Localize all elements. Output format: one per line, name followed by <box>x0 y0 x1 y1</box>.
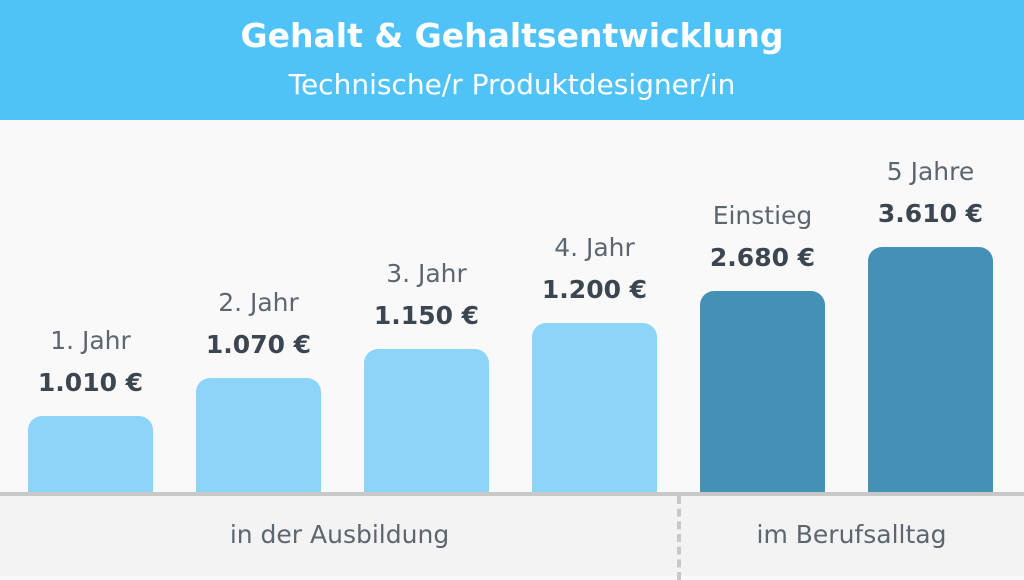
category-label: 5 Jahre <box>886 157 975 186</box>
category-label: Einstieg <box>712 201 813 230</box>
group-axis: in der Ausbildung im Berufsalltag <box>0 492 1024 580</box>
group-divider <box>677 496 681 580</box>
header-band: Gehalt & Gehaltsentwicklung Technische/r… <box>0 0 1024 120</box>
category-label: 2. Jahr <box>218 288 299 317</box>
chart-subtitle: Technische/r Produktdesigner/in <box>288 68 736 101</box>
bar-3 <box>532 323 657 492</box>
bar-5 <box>868 247 993 492</box>
chart-title: Gehalt & Gehaltsentwicklung <box>240 16 784 55</box>
value-label: 1.200 € <box>541 275 648 304</box>
value-label: 3.610 € <box>877 199 984 228</box>
bar-0 <box>28 416 153 492</box>
bar-2 <box>364 349 489 492</box>
group-label-ausbildung: in der Ausbildung <box>229 520 450 549</box>
group-label-beruf: im Berufsalltag <box>756 520 947 549</box>
value-label: 1.150 € <box>373 301 480 330</box>
bar-1 <box>196 378 321 492</box>
value-label: 1.010 € <box>37 368 144 397</box>
category-label: 3. Jahr <box>386 259 467 288</box>
value-label: 2.680 € <box>709 243 816 272</box>
value-label: 1.070 € <box>205 330 312 359</box>
category-label: 1. Jahr <box>50 326 131 355</box>
category-label: 4. Jahr <box>554 233 635 262</box>
bar-4 <box>700 291 825 492</box>
plot-area: 1.010 € 1. Jahr 1.070 € 2. Jahr 1.150 € 3. Ja… <box>0 120 1024 492</box>
